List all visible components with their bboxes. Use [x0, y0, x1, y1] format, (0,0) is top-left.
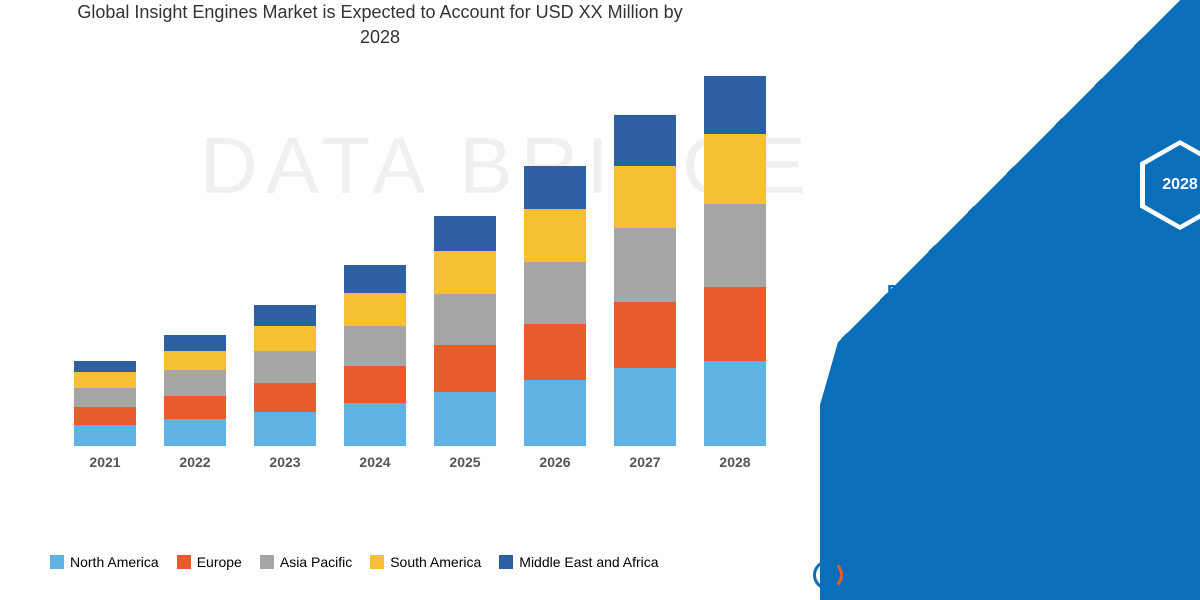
bar-stack [74, 361, 136, 446]
legend-item: Asia Pacific [260, 554, 352, 570]
logo-mark-icon [813, 560, 843, 590]
legend-item: Europe [177, 554, 242, 570]
bar-segment [434, 251, 496, 294]
chart-title: Global Insight Engines Market is Expecte… [60, 0, 700, 50]
legend-label: South America [390, 554, 481, 570]
bar-segment [74, 372, 136, 388]
bar-category-label: 2027 [629, 454, 660, 470]
bar-segment [344, 403, 406, 446]
bar-segment [344, 293, 406, 326]
bar-group: 2025 [434, 216, 496, 470]
legend-label: Middle East and Africa [519, 554, 658, 570]
bar-segment [74, 407, 136, 424]
bar-segment [704, 361, 766, 446]
legend-swatch-icon [260, 555, 274, 569]
bar-segment [254, 351, 316, 383]
bar-segment [344, 366, 406, 403]
bar-segment [254, 305, 316, 325]
hexagon-2028-label: 2028 [1145, 145, 1200, 225]
bar-segment [614, 115, 676, 166]
bar-segment [254, 412, 316, 446]
bar-group: 2026 [524, 166, 586, 470]
bar-category-label: 2024 [359, 454, 390, 470]
bar-category-label: 2028 [719, 454, 750, 470]
bar-category-label: 2023 [269, 454, 300, 470]
bar-group: 2024 [344, 265, 406, 470]
bar-segment [254, 383, 316, 412]
bar-group: 2027 [614, 115, 676, 470]
bar-segment [164, 351, 226, 370]
bar-segment [524, 209, 586, 261]
bar-category-label: 2025 [449, 454, 480, 470]
bar-segment [434, 294, 496, 345]
legend-item: North America [50, 554, 159, 570]
bar-segment [434, 392, 496, 446]
chart-area: 2021 2022 2023 2024 2025 2026 2027 2028 [40, 70, 800, 500]
bar-segment [614, 302, 676, 368]
bar-segment [434, 345, 496, 392]
bar-segment [74, 425, 136, 446]
legend-swatch-icon [50, 555, 64, 569]
bar-category-label: 2022 [179, 454, 210, 470]
bar-segment [344, 326, 406, 367]
legend-swatch-icon [499, 555, 513, 569]
bar-segment [74, 361, 136, 373]
bar-stack [524, 166, 586, 446]
legend: North America Europe Asia Pacific South Ame… [50, 554, 810, 570]
bar-category-label: 2026 [539, 454, 570, 470]
bar-group: 2021 [74, 361, 136, 470]
bar-group: 2028 [704, 76, 766, 470]
right-panel: Global Insight Engines Market, By Region… [820, 0, 1200, 600]
bottom-logo-text: DATA BRIDGE [851, 568, 950, 583]
legend-label: Europe [197, 554, 242, 570]
right-panel-title: Global Insight Engines Market, By Region… [850, 0, 1170, 50]
bar-segment [704, 287, 766, 361]
bar-segment [524, 262, 586, 324]
bar-stack [434, 216, 496, 446]
bar-segment [614, 166, 676, 228]
bar-stack [254, 305, 316, 446]
bar-group: 2022 [164, 335, 226, 470]
bar-segment [704, 76, 766, 134]
bar-segment [164, 335, 226, 351]
bar-segment [74, 388, 136, 407]
bar-stack [614, 115, 676, 446]
bar-segment [614, 368, 676, 446]
bar-segment [434, 216, 496, 251]
bars-container: 2021 2022 2023 2024 2025 2026 2027 2028 [60, 90, 780, 470]
bar-stack [164, 335, 226, 446]
bar-group: 2023 [254, 305, 316, 470]
bar-segment [344, 265, 406, 292]
bar-stack [704, 76, 766, 446]
legend-swatch-icon [177, 555, 191, 569]
brand-text: DATA BRIDGE MARKET RESEARCH [870, 280, 1130, 332]
legend-item: South America [370, 554, 481, 570]
bar-segment [164, 370, 226, 395]
bottom-logo: DATA BRIDGE [813, 560, 950, 590]
bar-segment [614, 228, 676, 302]
bar-segment [164, 419, 226, 446]
bar-segment [704, 134, 766, 204]
bar-stack [344, 265, 406, 446]
legend-swatch-icon [370, 555, 384, 569]
bar-segment [524, 166, 586, 209]
bar-segment [524, 324, 586, 380]
legend-label: Asia Pacific [280, 554, 352, 570]
legend-label: North America [70, 554, 159, 570]
bar-segment [254, 326, 316, 351]
bar-category-label: 2021 [89, 454, 120, 470]
bar-segment [164, 396, 226, 419]
bar-segment [524, 380, 586, 446]
bar-segment [704, 204, 766, 287]
legend-item: Middle East and Africa [499, 554, 658, 570]
